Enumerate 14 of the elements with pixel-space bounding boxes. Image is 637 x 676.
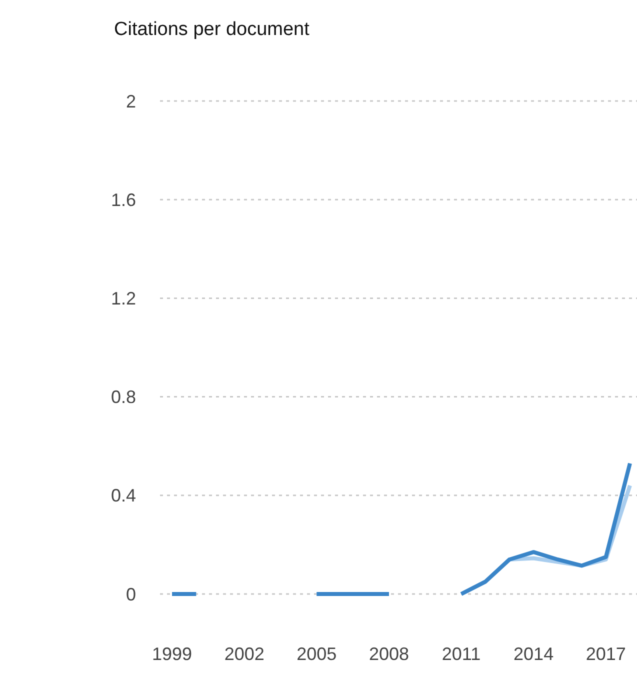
x-tick-label: 2011 xyxy=(442,644,481,664)
y-tick-label: 1.2 xyxy=(110,288,136,308)
y-tick-label: 0.8 xyxy=(110,387,136,408)
x-tick-label: 2008 xyxy=(368,644,409,664)
y-tick-label: 0 xyxy=(126,584,136,604)
x-tick-label: 2014 xyxy=(514,644,554,664)
chart-title: Citations per document xyxy=(114,19,310,40)
y-tick-label: 2 xyxy=(126,91,136,112)
y-tick-label: 1.6 xyxy=(110,190,136,210)
x-tick-label: 1999 xyxy=(152,644,192,664)
x-tick-label: 2005 xyxy=(296,644,337,664)
y-tick-label: 0.4 xyxy=(110,486,136,506)
x-tick-label: 2017 xyxy=(586,644,626,664)
x-tick-label: 2002 xyxy=(224,644,264,664)
